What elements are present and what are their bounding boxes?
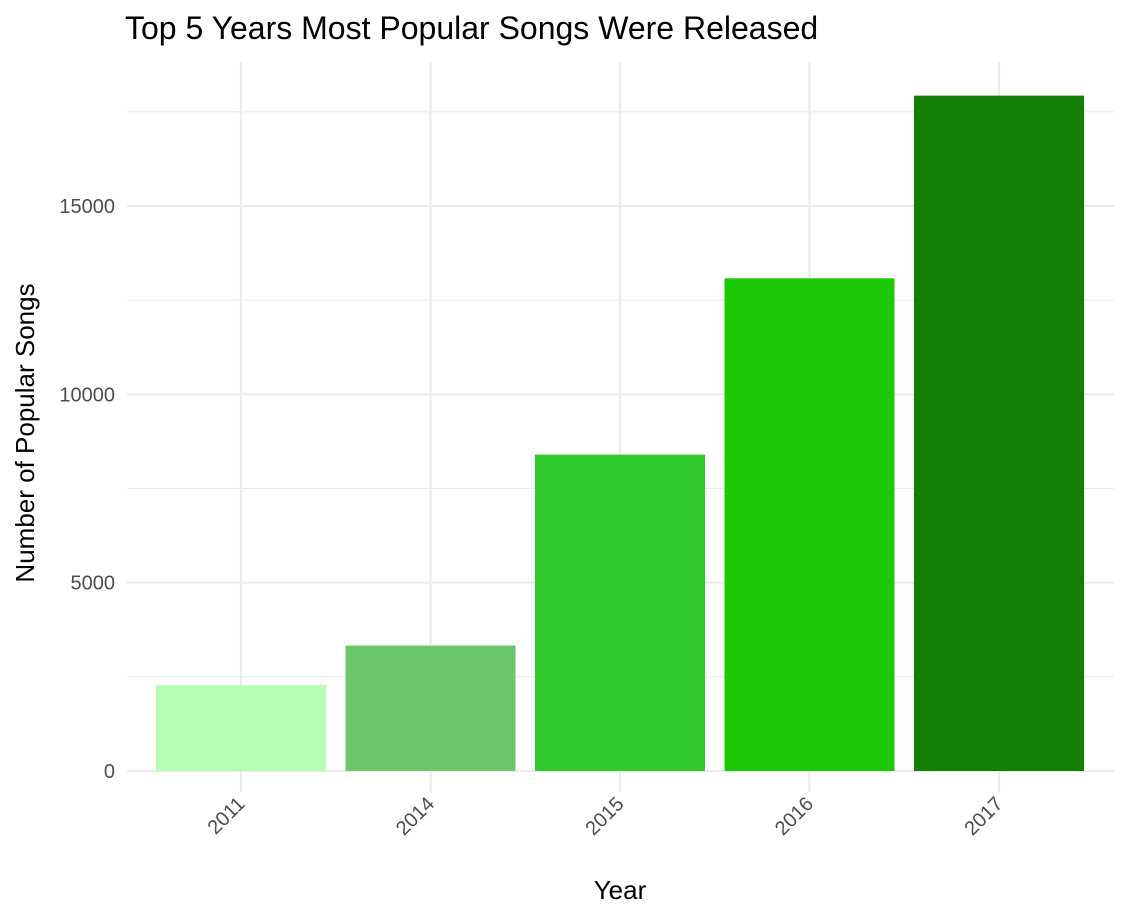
x-tick-label: 2015 xyxy=(582,793,629,840)
y-tick-label: 10000 xyxy=(59,384,115,406)
bar-2017 xyxy=(914,95,1084,772)
bar-2014 xyxy=(345,645,516,771)
bar-2015 xyxy=(535,454,705,771)
x-tick-label: 2014 xyxy=(392,793,439,840)
bars xyxy=(156,95,1084,772)
x-tick-label: 2016 xyxy=(771,793,818,840)
y-tick-label: 15000 xyxy=(59,196,115,218)
y-axis-title: Number of Popular Songs xyxy=(10,283,40,582)
x-axis-title: Year xyxy=(594,875,647,905)
bar-2011 xyxy=(156,685,326,771)
y-axis-ticks: 0 5000 10000 15000 xyxy=(59,196,115,783)
x-axis-ticks: 2011 2014 2015 2016 2017 xyxy=(204,793,1008,840)
bar-2016 xyxy=(724,278,895,771)
y-tick-label: 0 xyxy=(104,761,115,783)
x-tick-label: 2011 xyxy=(204,793,250,839)
y-tick-label: 5000 xyxy=(71,573,116,595)
chart-title: Top 5 Years Most Popular Songs Were Rele… xyxy=(125,10,818,46)
x-tick-label: 2017 xyxy=(961,793,1008,840)
